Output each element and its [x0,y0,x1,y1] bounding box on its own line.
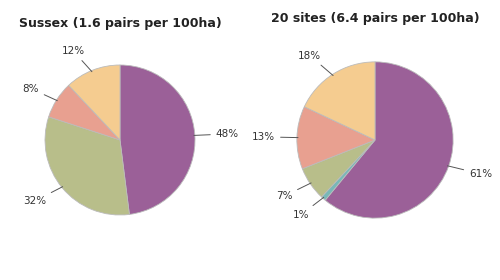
Title: Sussex (1.6 pairs per 100ha): Sussex (1.6 pairs per 100ha) [18,17,222,30]
Text: 48%: 48% [194,129,239,139]
Wedge shape [325,62,453,218]
Wedge shape [304,62,375,140]
Text: 32%: 32% [23,187,62,206]
Wedge shape [68,65,120,140]
Text: 8%: 8% [22,83,58,101]
Text: 7%: 7% [276,183,311,201]
Text: 61%: 61% [448,166,492,179]
Title: 20 sites (6.4 pairs per 100ha): 20 sites (6.4 pairs per 100ha) [270,12,480,25]
Wedge shape [45,117,130,215]
Text: 13%: 13% [252,132,298,142]
Wedge shape [322,140,375,200]
Wedge shape [48,85,120,140]
Text: 1%: 1% [292,197,324,220]
Text: 18%: 18% [298,51,333,76]
Text: 12%: 12% [62,46,92,72]
Wedge shape [302,140,375,197]
Wedge shape [120,65,195,214]
Wedge shape [297,107,375,169]
